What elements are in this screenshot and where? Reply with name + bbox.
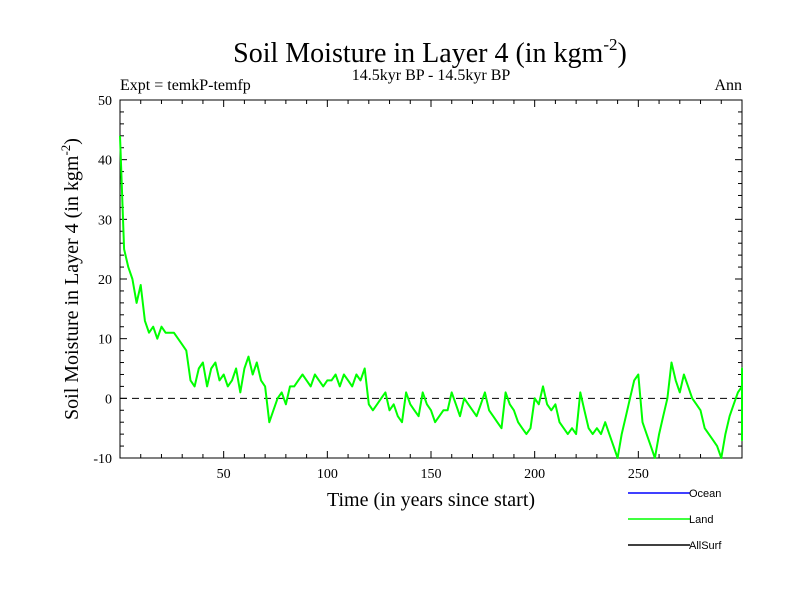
legend-label-allsurf: AllSurf: [689, 540, 722, 552]
y-tick-label: 50: [98, 94, 112, 109]
y-tick-label: 40: [98, 154, 112, 169]
x-tick-label: 150: [421, 467, 442, 482]
series-line-land: [119, 135, 743, 459]
y-tick-label: 0: [105, 392, 112, 407]
y-tick-label: 20: [98, 273, 112, 288]
legend-label-ocean: Ocean: [689, 488, 721, 500]
x-tick-label: 250: [628, 467, 649, 482]
x-axis: 50 100 150 200 250: [140, 100, 722, 482]
x-tick-label: 50: [217, 467, 231, 482]
legend-label-land: Land: [689, 514, 713, 526]
chart-title: Soil Moisture in Layer 4 (in kgm-2): [233, 35, 627, 69]
x-tick-label: 200: [524, 467, 545, 482]
x-tick-label: 100: [317, 467, 338, 482]
plot-frame: [119, 99, 743, 459]
legend: Ocean Land AllSurf: [628, 488, 722, 552]
season-label: Ann: [714, 77, 742, 94]
y-tick-label: 10: [98, 333, 112, 348]
y-tick-label: -10: [93, 452, 112, 467]
y-tick-label: 30: [98, 213, 112, 228]
y-axis-label: Soil Moisture in Layer 4 (in kgm-2): [58, 138, 83, 420]
y-axis: -10 0 10 20 30 40 50: [93, 94, 742, 467]
x-axis-label: Time (in years since start): [327, 489, 535, 511]
chart-subtitle: 14.5kyr BP - 14.5kyr BP: [352, 67, 511, 84]
experiment-label: Expt = temkP-temfp: [120, 77, 251, 94]
